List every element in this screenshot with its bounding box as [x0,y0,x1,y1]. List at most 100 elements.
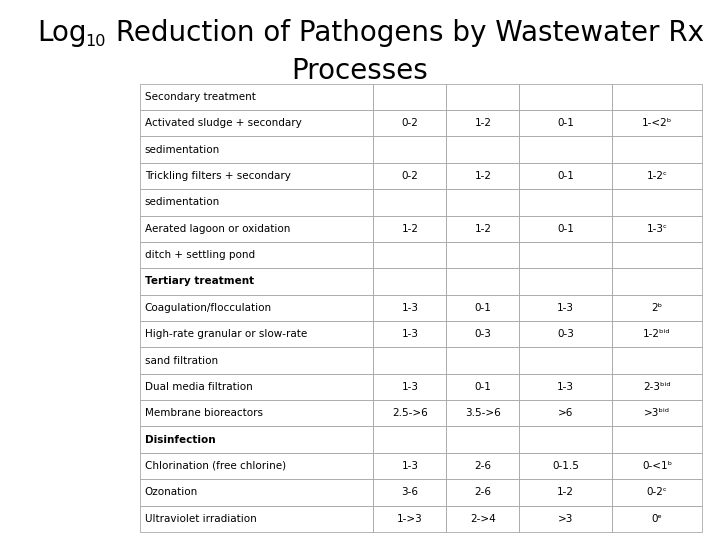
Text: 3.5->6: 3.5->6 [465,408,501,418]
Bar [374,215,446,242]
Bar [612,453,702,479]
Text: 0-1: 0-1 [474,382,492,392]
Bar [374,84,446,110]
Text: Activated sludge + secondary: Activated sludge + secondary [145,118,302,128]
Bar [520,295,612,321]
Text: 0-<1ᵇ: 0-<1ᵇ [642,461,672,471]
Text: Trickling filters + secondary: Trickling filters + secondary [145,171,291,181]
Bar [140,347,374,374]
Bar [612,347,702,374]
Bar [374,427,446,453]
Bar [140,295,374,321]
Bar [612,137,702,163]
Bar [140,189,374,215]
Bar [520,427,612,453]
Text: 3-6: 3-6 [402,488,418,497]
Bar [374,347,446,374]
Bar [612,189,702,215]
Bar [374,110,446,137]
Text: 0-1: 0-1 [474,303,492,313]
Bar [612,427,702,453]
Text: 1-2: 1-2 [474,224,492,234]
Text: 1-3: 1-3 [402,303,418,313]
Bar [520,189,612,215]
Bar [446,242,520,268]
Text: >3: >3 [558,514,574,524]
Bar [374,374,446,400]
Text: Membrane bioreactors: Membrane bioreactors [145,408,263,418]
Bar [520,347,612,374]
Text: Processes: Processes [292,57,428,85]
Text: 0-1: 0-1 [557,171,575,181]
Bar [446,505,520,532]
Text: >3ᵇⁱᵈ: >3ᵇⁱᵈ [644,408,670,418]
Bar [520,84,612,110]
Text: 1-3: 1-3 [557,382,575,392]
Bar [520,110,612,137]
Bar [446,268,520,295]
Text: 0ᵉ: 0ᵉ [652,514,662,524]
Bar [520,215,612,242]
Bar [520,453,612,479]
Bar [446,110,520,137]
Bar [612,163,702,189]
Bar [612,84,702,110]
Text: 1-3: 1-3 [402,461,418,471]
Bar [140,137,374,163]
Bar [140,505,374,532]
Bar [612,242,702,268]
Text: 0-2ᶜ: 0-2ᶜ [647,488,667,497]
Text: Disinfection: Disinfection [145,435,215,444]
Bar [612,295,702,321]
Text: Reduction of Pathogens by Wastewater Rx: Reduction of Pathogens by Wastewater Rx [107,19,703,47]
Text: 1-3: 1-3 [402,329,418,339]
Bar [520,505,612,532]
Text: 2ᵇ: 2ᵇ [652,303,662,313]
Text: 0-3: 0-3 [474,329,492,339]
Bar [374,295,446,321]
Bar [374,321,446,347]
Bar [446,347,520,374]
Bar [140,453,374,479]
Bar [446,400,520,427]
Text: 0-3: 0-3 [557,329,575,339]
Bar [374,137,446,163]
Text: 1-3: 1-3 [557,303,575,313]
Text: Dual media filtration: Dual media filtration [145,382,253,392]
Bar [374,163,446,189]
Bar [520,374,612,400]
Text: 0-2: 0-2 [402,171,418,181]
Bar [612,268,702,295]
Bar [374,400,446,427]
Text: 2-6: 2-6 [474,488,492,497]
Bar [446,137,520,163]
Text: Log: Log [37,19,87,47]
Text: sedimentation: sedimentation [145,145,220,154]
Text: 0-1: 0-1 [557,118,575,128]
Bar [140,321,374,347]
Bar [374,189,446,215]
Bar [520,479,612,505]
Text: Aerated lagoon or oxidation: Aerated lagoon or oxidation [145,224,290,234]
Text: High-rate granular or slow-rate: High-rate granular or slow-rate [145,329,307,339]
Bar [374,242,446,268]
Bar [520,137,612,163]
Text: 0-1: 0-1 [557,224,575,234]
Bar [446,374,520,400]
Bar [374,479,446,505]
Text: sand filtration: sand filtration [145,355,218,366]
Bar [374,268,446,295]
Text: 1-2: 1-2 [474,118,492,128]
Text: Secondary treatment: Secondary treatment [145,92,256,102]
Bar [520,242,612,268]
Bar [140,479,374,505]
Bar [140,163,374,189]
Bar [520,268,612,295]
Text: 1-2ᶜ: 1-2ᶜ [647,171,667,181]
Text: 1-2ᵇⁱᵈ: 1-2ᵇⁱᵈ [643,329,671,339]
Bar [446,479,520,505]
Bar [446,84,520,110]
Text: Chlorination (free chlorine): Chlorination (free chlorine) [145,461,286,471]
Text: 0-2: 0-2 [402,118,418,128]
Bar [612,505,702,532]
